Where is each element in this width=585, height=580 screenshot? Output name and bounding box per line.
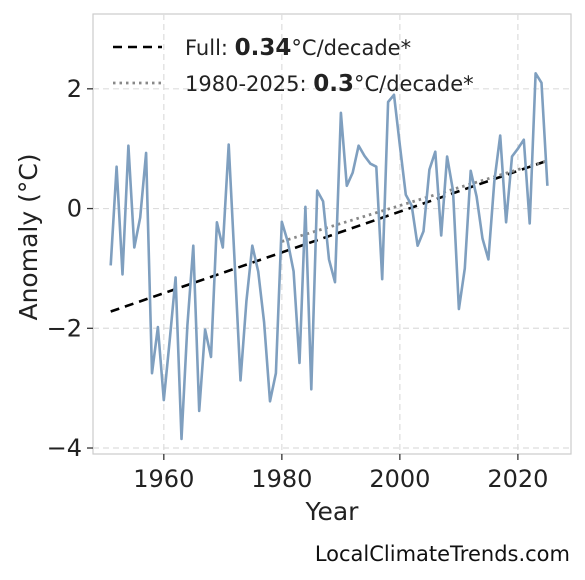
x-tick-label: 2000 [369,465,430,493]
x-axis-label: Year [305,497,360,526]
legend-entry: 1980-2025: 0.3°C/decade* [185,71,474,97]
full-trend-line [110,159,548,313]
legend: Full: 0.34°C/decade* 1980-2025: 0.3°C/dec… [113,35,474,97]
y-tick-label: −2 [47,314,82,342]
data-points [110,73,548,440]
y-ticks: −4 −2 0 2 [47,75,93,462]
watermark: LocalClimateTrends.com [314,542,570,566]
x-ticks: 1960 1980 2000 2020 [133,454,548,493]
y-tick-label: 2 [67,75,82,103]
x-tick-label: 1960 [133,465,194,493]
x-tick-label: 2020 [487,465,548,493]
legend-entry: Full: 0.34°C/decade* [185,35,411,61]
y-tick-label: 0 [67,195,82,223]
x-tick-label: 1980 [251,465,312,493]
y-tick-label: −4 [47,434,82,462]
y-axis-label: Anomaly (°C) [14,153,43,320]
